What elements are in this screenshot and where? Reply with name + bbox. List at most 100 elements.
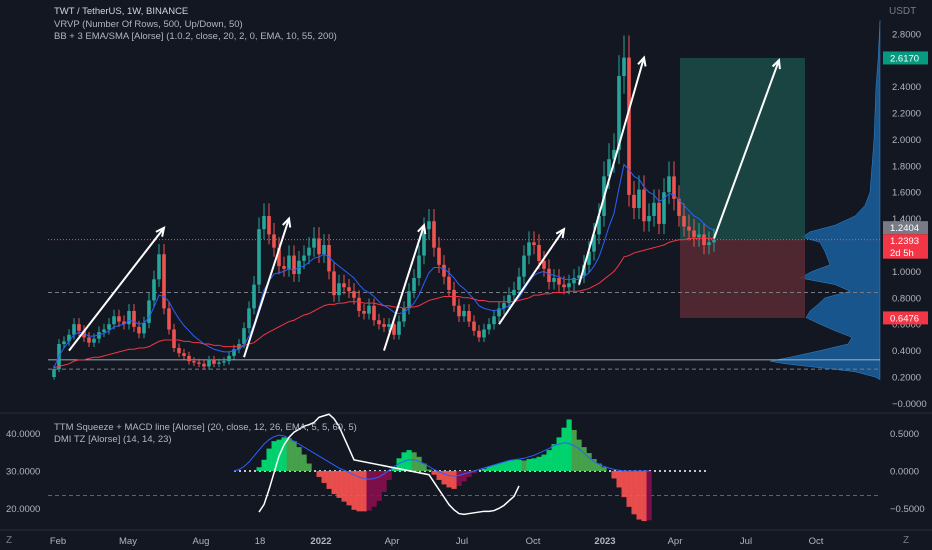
candle-body [287,255,291,269]
candle-body [82,330,86,338]
candle-body [427,221,431,230]
momentum-bar [266,448,272,471]
candle-body [197,362,201,364]
candle-body [662,192,666,224]
candle-body [327,245,331,272]
candle-body [462,311,466,317]
candle-body [387,324,391,327]
candle-body [122,321,126,325]
momentum-bar [281,437,287,471]
candle-body [132,311,136,327]
candle-body [257,229,261,285]
price-axis-tick: −0.0000 [892,399,927,410]
momentum-bar [566,419,572,471]
candle-body [592,234,596,252]
momentum-bar [481,468,487,471]
candle-body [612,149,616,160]
candle-body [172,329,176,348]
candle-body [397,321,401,335]
candle-body [222,361,226,363]
trend-arrow [713,59,780,239]
time-axis-tick: 2023 [594,536,615,547]
momentum-bar [611,471,617,479]
candle-body [202,363,206,367]
oscillator-right-tick: 0.0000 [890,467,919,478]
candle-body [367,305,371,314]
last-price-label-bg [883,234,928,248]
candle-body [242,328,246,344]
momentum-bar [581,447,587,471]
candle-body [217,362,221,364]
candle-body [407,291,411,309]
momentum-bar [261,459,267,471]
momentum-bar [316,471,322,477]
time-axis-tick: 18 [255,536,266,547]
momentum-bar [601,467,607,471]
momentum-bar [641,471,647,522]
momentum-bar [351,471,357,510]
candle-body [157,254,161,280]
ttm-squeeze-legend[interactable]: TTM Squeeze + MACD line [Alorse] (20, cl… [54,422,357,433]
candle-body [117,316,121,322]
dmi-legend[interactable]: DMI TZ [Alorse] (14, 14, 23) [54,434,172,445]
candle-body [357,297,361,311]
candle-body [72,324,76,335]
candle-body [487,324,491,330]
candle-body [677,198,681,216]
vrvp-legend[interactable]: VRVP (Number Of Rows, 500, Up/Down, 50) [54,19,243,30]
candle-body [642,189,646,222]
candle-body [712,239,716,243]
candle-body [77,324,81,331]
price-axis-tick: 0.8000 [892,293,921,304]
candle-body [527,242,531,256]
candle-body [167,308,171,330]
candle-body [657,202,661,224]
candle-body [277,247,281,267]
candle-body [537,245,541,261]
candle-body [317,238,321,255]
candle-body [62,341,66,344]
target-price-label: 2.6170 [890,53,919,64]
candle-body [52,369,56,377]
candle-body [342,283,346,288]
candle-body [412,278,416,292]
momentum-bar [596,463,602,471]
bb-ema-legend[interactable]: BB + 3 EMA/SMA [Alorse] (1.0.2, close, 2… [54,31,337,42]
price-axis-tick: 2.0000 [892,135,921,146]
candle-body [187,355,191,362]
candle-body [667,176,671,193]
momentum-bar [406,450,412,471]
candle-body [337,283,341,296]
momentum-bar [616,471,622,488]
candle-body [697,234,701,238]
trend-arrow-head [637,55,647,67]
momentum-bar [551,444,557,471]
candle-body [382,324,386,327]
momentum-bar [361,471,367,512]
momentum-bar [576,439,582,471]
price-axis-tick: 0.4000 [892,346,921,357]
trend-arrow [383,224,425,351]
candle-body [282,266,286,269]
momentum-bar [636,471,642,520]
candle-body [452,289,456,306]
candle-body [252,284,256,309]
candle-body [307,247,311,256]
momentum-bar [286,438,292,471]
stop-price-label: 0.6476 [890,313,919,324]
candle-body [447,276,451,290]
candle-body [647,215,651,222]
trend-arrows-group [68,55,781,358]
candle-body [127,311,131,325]
timezone-left-icon[interactable]: Z [6,535,13,546]
momentum-bar [346,471,352,506]
candle-body [437,247,441,265]
candle-body [87,337,91,343]
candles-group [52,35,716,380]
candle-body [607,159,611,177]
momentum-bar [491,465,497,471]
candle-body [692,230,696,238]
timezone-right-icon[interactable]: Z [903,535,910,546]
candle-body [377,320,381,325]
